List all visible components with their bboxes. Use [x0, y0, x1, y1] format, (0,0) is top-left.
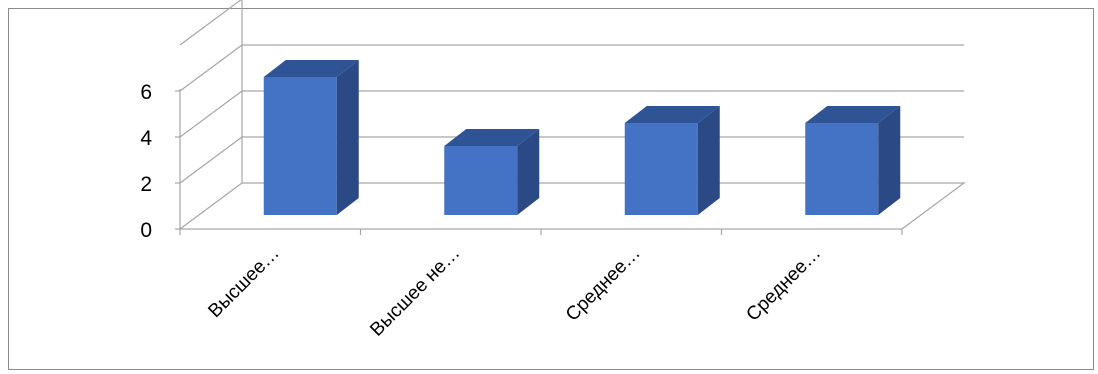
- x-tick-label: Среднее…: [562, 243, 645, 326]
- chart-frame: [8, 8, 1094, 370]
- floor-outline: [179, 182, 966, 230]
- bar-front: [444, 146, 518, 215]
- y-tick-label: 0: [140, 219, 152, 242]
- bar-2: [624, 106, 720, 215]
- bars: [263, 60, 901, 215]
- y-tick-labels: 0 2 4 6: [140, 81, 152, 242]
- bar-front: [805, 123, 879, 215]
- bar-top: [263, 60, 359, 77]
- bar-3: [805, 106, 901, 215]
- x-tick-label: Высшее…: [204, 243, 283, 322]
- bar-front: [624, 123, 698, 215]
- x-tick-label: Высшее не…: [366, 243, 464, 341]
- bar-side: [697, 106, 720, 215]
- bar-top: [624, 106, 720, 123]
- x-tick-labels: Высшее… Высшее не… Среднее… Среднее…: [204, 243, 825, 341]
- gridline-4: [179, 90, 964, 138]
- gridline-2: [179, 136, 964, 184]
- bar-front: [263, 77, 337, 215]
- bar-1: [444, 129, 540, 215]
- axes: [175, 89, 903, 235]
- gridline-8: [179, 0, 242, 46]
- x-tick-label: Среднее…: [742, 243, 825, 326]
- gridline-6: [179, 44, 964, 92]
- bar-0: [263, 60, 359, 215]
- y-tick-label: 6: [140, 81, 152, 104]
- bar-top: [444, 129, 540, 146]
- bar-side: [517, 129, 540, 215]
- bar-top: [805, 106, 901, 123]
- y-tick-label: 2: [140, 173, 152, 196]
- y-tick-label: 4: [140, 127, 152, 150]
- bar-side: [336, 60, 359, 215]
- gridlines: [179, 0, 964, 184]
- bar-side: [878, 106, 901, 215]
